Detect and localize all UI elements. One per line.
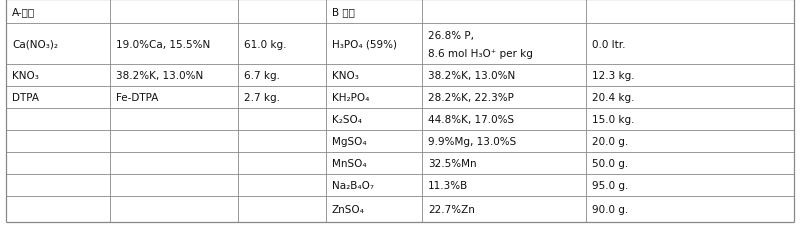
Text: 8.6 mol H₃O⁺ per kg: 8.6 mol H₃O⁺ per kg xyxy=(428,48,533,58)
Text: 95.0 g.: 95.0 g. xyxy=(592,180,628,190)
Text: H₃PO₄ (59%): H₃PO₄ (59%) xyxy=(332,40,397,49)
Text: 0.0 ltr.: 0.0 ltr. xyxy=(592,40,626,49)
Text: 20.0 g.: 20.0 g. xyxy=(592,137,628,146)
Text: KNO₃: KNO₃ xyxy=(332,71,359,81)
Text: 38.2%K, 13.0%N: 38.2%K, 13.0%N xyxy=(428,71,515,81)
Text: 19.0%Ca, 15.5%N: 19.0%Ca, 15.5%N xyxy=(116,40,210,49)
Text: MnSO₄: MnSO₄ xyxy=(332,158,366,168)
Text: K₂SO₄: K₂SO₄ xyxy=(332,115,362,125)
Text: 61.0 kg.: 61.0 kg. xyxy=(244,40,286,49)
Text: DTPA: DTPA xyxy=(12,93,39,103)
Text: 9.9%Mg, 13.0%S: 9.9%Mg, 13.0%S xyxy=(428,137,516,146)
Text: Na₂B₄O₇: Na₂B₄O₇ xyxy=(332,180,374,190)
Text: 44.8%K, 17.0%S: 44.8%K, 17.0%S xyxy=(428,115,514,125)
Text: 28.2%K, 22.3%P: 28.2%K, 22.3%P xyxy=(428,93,514,103)
Text: 50.0 g.: 50.0 g. xyxy=(592,158,628,168)
Text: 2.7 kg.: 2.7 kg. xyxy=(244,93,280,103)
Text: B 溶液: B 溶液 xyxy=(332,7,355,17)
Text: 12.3 kg.: 12.3 kg. xyxy=(592,71,634,81)
Text: 11.3%B: 11.3%B xyxy=(428,180,468,190)
Text: 90.0 g.: 90.0 g. xyxy=(592,204,628,214)
Text: Fe-DTPA: Fe-DTPA xyxy=(116,93,158,103)
Text: 38.2%K, 13.0%N: 38.2%K, 13.0%N xyxy=(116,71,203,81)
Text: KH₂PO₄: KH₂PO₄ xyxy=(332,93,370,103)
Text: KNO₃: KNO₃ xyxy=(12,71,39,81)
Text: 22.7%Zn: 22.7%Zn xyxy=(428,204,475,214)
Text: Ca(NO₃)₂: Ca(NO₃)₂ xyxy=(12,40,58,49)
Text: 20.4 kg.: 20.4 kg. xyxy=(592,93,634,103)
Text: 26.8% P,: 26.8% P, xyxy=(428,30,474,41)
Text: MgSO₄: MgSO₄ xyxy=(332,137,366,146)
Text: ZnSO₄: ZnSO₄ xyxy=(332,204,365,214)
Text: 15.0 kg.: 15.0 kg. xyxy=(592,115,634,125)
Text: 32.5%Mn: 32.5%Mn xyxy=(428,158,477,168)
Text: 6.7 kg.: 6.7 kg. xyxy=(244,71,280,81)
Text: A-溶液: A-溶液 xyxy=(12,7,35,17)
